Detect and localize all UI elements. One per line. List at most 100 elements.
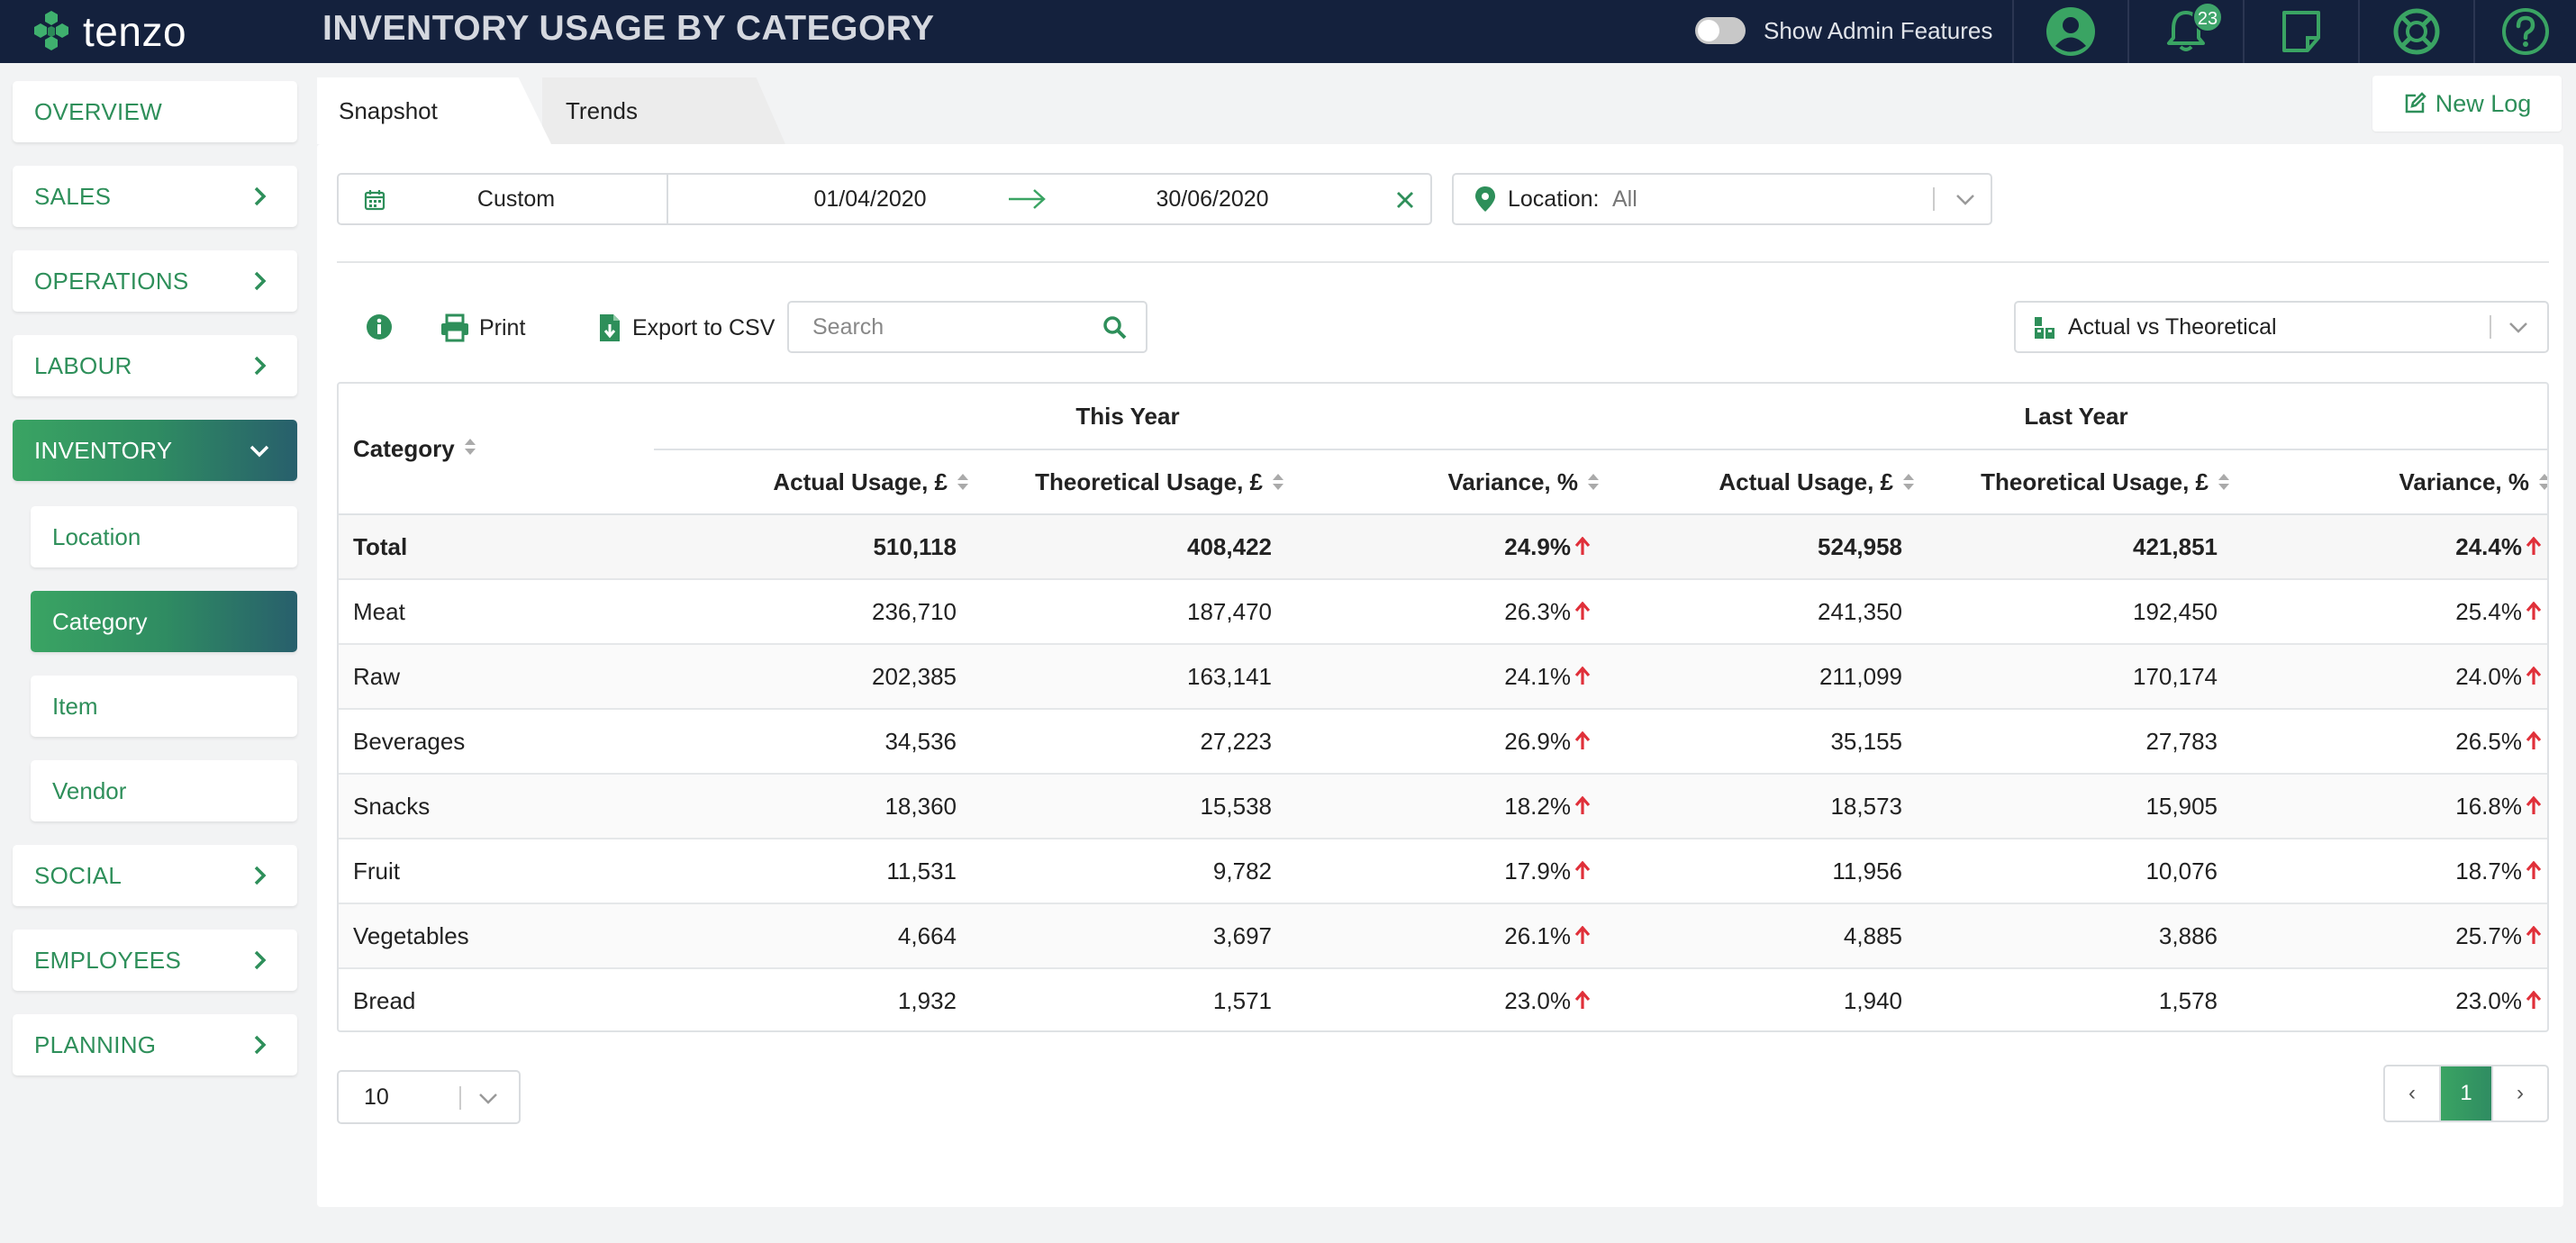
chevron-down-icon: [249, 445, 269, 458]
lifebuoy-icon: [2393, 8, 2440, 55]
cell-value: 24.9%: [1504, 533, 1571, 560]
value-cell: 15,538: [984, 775, 1272, 838]
sidebar-item-overview[interactable]: OVERVIEW: [13, 81, 297, 142]
tab-snapshot[interactable]: Snapshot: [317, 77, 551, 144]
table-row: Bread 1,932 1,571 23.0% 1,940 1,578 23.0%: [339, 969, 2547, 1030]
logo-text: tenzo: [83, 8, 187, 55]
sidebar-subitem-label: Vendor: [52, 776, 127, 804]
table-row: Vegetables 4,664 3,697 26.1% 4,885 3,886 25.7%: [339, 904, 2547, 969]
search-icon[interactable]: [1102, 315, 1128, 340]
date-range-picker[interactable]: Custom 01/04/2020 30/06/2020: [337, 173, 1432, 225]
sidebar-item-planning[interactable]: PLANNING: [13, 1014, 297, 1075]
sidebar-item-label: OVERVIEW: [34, 97, 163, 125]
date-preset-select[interactable]: Custom: [339, 175, 668, 223]
start-date-input[interactable]: 01/04/2020: [813, 186, 927, 212]
edit-icon: [2405, 92, 2426, 113]
view-mode-select[interactable]: Actual vs Theoretical: [2014, 301, 2549, 353]
chevron-right-icon: [254, 866, 267, 885]
arrow-up-icon: [2526, 667, 2542, 685]
variance-cell: 16.8%: [2254, 775, 2542, 838]
end-date-input[interactable]: 30/06/2020: [1156, 186, 1269, 212]
cell-value: 1,940: [1843, 987, 1902, 1014]
category-cell: Bread: [353, 987, 416, 1014]
column-header[interactable]: Variance, %: [2245, 450, 2547, 513]
value-cell: 4,664: [668, 904, 957, 967]
sidebar-item-sales[interactable]: SALES: [13, 166, 297, 227]
export-csv-button[interactable]: Export to CSV: [598, 310, 775, 346]
variance-cell: 26.9%: [1302, 710, 1591, 773]
sidebar-item-operations[interactable]: OPERATIONS: [13, 250, 297, 312]
chevron-right-icon: [254, 950, 267, 970]
value-cell: 236,710: [668, 580, 957, 643]
column-header-category[interactable]: Category: [353, 384, 476, 513]
prev-page-button[interactable]: ‹: [2408, 1081, 2416, 1105]
value-cell: 1,571: [984, 969, 1272, 1030]
page-size-select[interactable]: 10: [337, 1070, 521, 1124]
value-cell: 35,155: [1614, 710, 1902, 773]
arrow-up-icon: [1574, 537, 1591, 556]
cell-value: 9,782: [1212, 857, 1272, 885]
cell-value: 187,470: [1187, 598, 1272, 625]
column-header[interactable]: Theoretical Usage, £: [978, 450, 1284, 513]
next-page-button[interactable]: ›: [2517, 1081, 2524, 1105]
table-row: Fruit 11,531 9,782 17.9% 11,956 10,076 18.7%: [339, 839, 2547, 904]
column-header-label: Category: [353, 435, 455, 462]
location-select[interactable]: Location: All: [1452, 173, 1992, 225]
column-header[interactable]: Variance, %: [1293, 450, 1600, 513]
tenzo-logo[interactable]: tenzo: [27, 0, 186, 63]
info-button[interactable]: [366, 313, 393, 340]
sidebar-subitem-item[interactable]: Item: [31, 676, 297, 737]
page-button-current[interactable]: 1: [2439, 1066, 2493, 1121]
cell-value: 510,118: [873, 533, 957, 560]
cell-value: 202,385: [872, 663, 957, 690]
value-cell: 10,076: [1929, 839, 2218, 903]
profile-button[interactable]: [2012, 0, 2127, 63]
clear-icon[interactable]: [1394, 189, 1416, 211]
top-bar: tenzo INVENTORY USAGE BY CATEGORY Show A…: [0, 0, 2576, 63]
cell-value: 236,710: [872, 598, 957, 625]
sidebar-subitem-location[interactable]: Location: [31, 506, 297, 567]
cell-value: 23.0%: [2455, 987, 2522, 1014]
sidebar-item-social[interactable]: SOCIAL: [13, 845, 297, 906]
variance-cell: 24.9%: [1302, 515, 1591, 578]
variance-cell: 26.1%: [1302, 904, 1591, 967]
info-icon: [367, 314, 392, 340]
cell-value: 24.4%: [2455, 533, 2522, 560]
notes-button[interactable]: [2243, 0, 2358, 63]
sidebar-item-inventory[interactable]: INVENTORY: [13, 420, 297, 481]
arrow-right-icon: [1009, 189, 1046, 209]
sort-icon: [2218, 474, 2229, 491]
value-cell: 163,141: [984, 645, 1272, 708]
search-box[interactable]: [787, 301, 1147, 353]
column-header[interactable]: Theoretical Usage, £: [1924, 450, 2230, 513]
print-button[interactable]: Print: [440, 310, 525, 346]
sidebar-subitem-category[interactable]: Category: [31, 591, 297, 652]
chevron-down-icon: [1956, 195, 1974, 205]
sidebar-item-employees[interactable]: EMPLOYEES: [13, 930, 297, 991]
cell-value: 1,578: [2158, 987, 2218, 1014]
help-button[interactable]: [2473, 0, 2576, 63]
value-cell: 421,851: [1929, 515, 2218, 578]
search-input[interactable]: [791, 304, 1097, 349]
cell-value: 11,531: [886, 857, 957, 885]
value-cell: 15,905: [1929, 775, 2218, 838]
cell-value: 18.2%: [1504, 793, 1571, 820]
variance-cell: 23.0%: [1302, 969, 1591, 1030]
sidebar-subitem-vendor[interactable]: Vendor: [31, 760, 297, 821]
sidebar-item-labour[interactable]: LABOUR: [13, 335, 297, 396]
column-header[interactable]: Actual Usage, £: [1609, 450, 1915, 513]
cell-value: 3,697: [1212, 922, 1272, 949]
tab-trends[interactable]: Trends: [542, 77, 785, 144]
toggle-switch[interactable]: [1695, 17, 1746, 44]
support-button[interactable]: [2358, 0, 2473, 63]
chevron-down-icon: [479, 1093, 497, 1104]
variance-cell: 24.4%: [2254, 515, 2542, 578]
variance-cell: 26.3%: [1302, 580, 1591, 643]
admin-features-toggle[interactable]: Show Admin Features: [1695, 13, 1992, 49]
sort-icon: [464, 439, 476, 455]
cell-value: 16.8%: [2455, 793, 2522, 820]
new-log-button[interactable]: New Log: [2372, 76, 2562, 132]
column-header[interactable]: Actual Usage, £: [663, 450, 969, 513]
value-cell: 11,531: [668, 839, 957, 903]
notifications-button[interactable]: 23: [2127, 0, 2243, 63]
